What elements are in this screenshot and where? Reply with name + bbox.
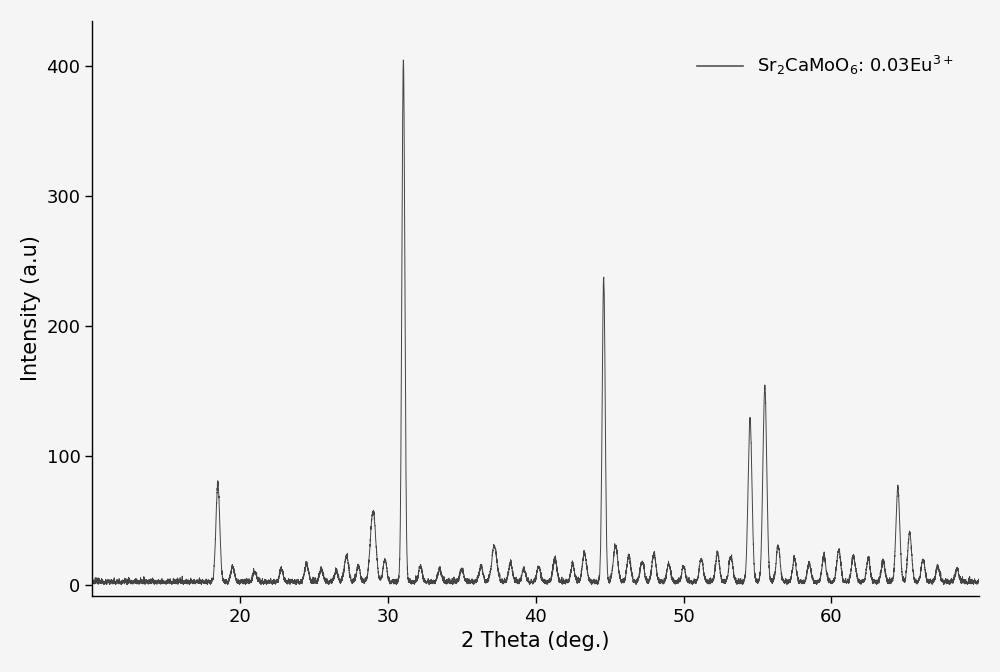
X-axis label: 2 Theta (deg.): 2 Theta (deg.) [461,631,610,651]
Y-axis label: Intensity (a.u): Intensity (a.u) [21,235,41,381]
Legend: Sr$_2$CaMoO$_6$: 0.03Eu$^{3+}$: Sr$_2$CaMoO$_6$: 0.03Eu$^{3+}$ [690,47,961,85]
